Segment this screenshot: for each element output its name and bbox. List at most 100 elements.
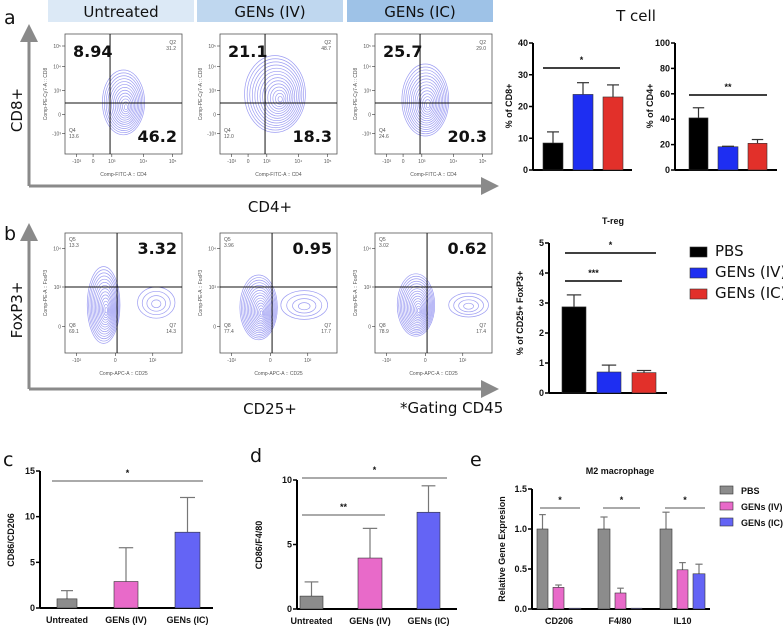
quadrant-name-q2: Q2 <box>479 40 486 46</box>
x-tick-label: 10⁴ <box>140 159 148 165</box>
category-label: GENs (IC) <box>407 616 449 626</box>
contour-line <box>107 78 141 129</box>
contour-line <box>120 98 131 115</box>
plot-frame <box>219 33 338 155</box>
category-label: GENs (IV) <box>349 616 391 626</box>
contour-line <box>453 296 484 315</box>
x-tick-label: -10² <box>72 358 81 364</box>
contour-line <box>254 300 268 323</box>
quadrant-value-q8: 69.1 <box>69 329 79 335</box>
panel-label-e: e <box>470 449 482 471</box>
y-title-cd8: CD8+ <box>8 88 26 132</box>
contour-line <box>259 310 264 316</box>
bar <box>596 371 622 394</box>
contour-line <box>245 284 274 334</box>
legend-label: PBS <box>741 486 760 496</box>
x-tick-label: 0 <box>269 358 272 364</box>
contour-line <box>418 90 436 117</box>
contour-line <box>463 302 474 310</box>
x-axis-label: Comp-APC-A :: CD25 <box>254 371 303 377</box>
y-tick-label: 100 <box>655 38 670 48</box>
quadrant-value-q6: 3.32 <box>138 239 177 258</box>
y-axis-title: CD86/F4/80 <box>254 521 264 570</box>
contour-line <box>408 293 427 324</box>
quadrant-name-q5: Q5 <box>224 237 231 243</box>
panel-label-a: a <box>4 7 16 29</box>
x-tick-label: 10⁵ <box>169 159 177 165</box>
x-tick-label: 0 <box>114 358 117 364</box>
quadrant-name-q4: Q4 <box>224 128 231 134</box>
quadrant-value-q7: 14.3 <box>166 329 176 335</box>
y-tick-label: 3 <box>539 298 544 308</box>
y-axis-title: % of CD4+ <box>645 84 655 129</box>
quadrant-name-q8: Q8 <box>224 323 231 329</box>
x-tick-label: 10⁵ <box>479 159 487 165</box>
x-tick-label: 10⁵ <box>324 159 332 165</box>
contour-line <box>251 64 301 126</box>
y-tick-label: 5 <box>30 557 35 567</box>
contour-line <box>411 298 425 320</box>
y-axis-title: % of CD25+ FoxP3+ <box>515 271 525 356</box>
bar <box>113 581 139 609</box>
bar <box>174 531 201 609</box>
contour-line <box>104 307 108 314</box>
contour-line <box>412 300 424 319</box>
contour-line <box>254 67 299 124</box>
legend-swatch <box>719 501 734 511</box>
y-tick-label: 10 <box>282 475 292 485</box>
y-tick-label: 0 <box>368 112 371 118</box>
bar <box>561 306 587 394</box>
y-axis-title: Relative Gene Expresion <box>497 496 507 602</box>
quadrant-value-q8: 77.4 <box>224 329 234 335</box>
bar <box>416 511 441 610</box>
significance-label: * <box>558 495 562 505</box>
y-tick-label: 10⁴ <box>208 247 216 253</box>
y-tick-label: 20 <box>660 140 670 150</box>
contour-line <box>409 295 426 322</box>
y-tick-label: -10³ <box>52 132 61 138</box>
contour-line <box>398 275 434 335</box>
bar <box>676 569 689 610</box>
y-tick-label: 2 <box>539 328 544 338</box>
contour-line <box>96 288 114 328</box>
quadrant-value-q6: 0.62 <box>448 239 487 258</box>
flow-plot: 10⁵ 10⁴ 10³ 0 -10³ -10³ 0 10³ 10⁴ 10⁵ Comp-FITC-A … <box>43 33 183 178</box>
contour-line <box>407 72 445 130</box>
contour-line <box>103 303 109 316</box>
y-axis-label: Comp-PE-Cy7-A :: CD8 <box>353 68 359 121</box>
header-label: GENs (IV) <box>234 3 305 21</box>
contour-line <box>262 77 294 117</box>
x-tick-label: 10² <box>149 358 157 364</box>
y-tick-label: 15 <box>25 466 35 476</box>
quadrant-name-q7: Q7 <box>324 323 331 329</box>
x-tick-label: 10³ <box>263 159 271 165</box>
y-tick-label: 1.0 <box>514 524 527 534</box>
contour-line <box>242 279 276 337</box>
legend-label: PBS <box>715 242 744 260</box>
y-tick-label: 30 <box>518 70 528 80</box>
group-header: Untreated <box>48 0 194 22</box>
header-band <box>197 0 343 22</box>
contour-line <box>249 61 303 129</box>
quadrant-value-q8: 78.9 <box>379 329 389 335</box>
chart-m2-macrophage: 0.0 0.5 1.0 1.5 CD206 F4/80 IL10 * * * M2 macropha… <box>497 466 783 626</box>
category-label: Untreated <box>46 615 88 625</box>
significance-label: ** <box>340 502 348 512</box>
contour-line <box>402 283 431 330</box>
contour-line <box>275 92 285 105</box>
contour-line <box>259 74 296 119</box>
contour-line <box>396 273 436 337</box>
contour-line <box>257 70 297 122</box>
x-tick-label: 0 <box>92 159 95 165</box>
x-tick-label: 0 <box>247 159 250 165</box>
x-tick-label: -10² <box>227 358 236 364</box>
legend-label: GENs (IC) <box>715 284 783 302</box>
quadrant-name-q2: Q2 <box>324 40 331 46</box>
x-tick-label: -10³ <box>382 159 391 165</box>
contour-line <box>277 96 283 103</box>
legend-swatch <box>689 246 708 258</box>
y-tick-label: 20 <box>518 102 528 112</box>
contour-line <box>100 297 111 321</box>
